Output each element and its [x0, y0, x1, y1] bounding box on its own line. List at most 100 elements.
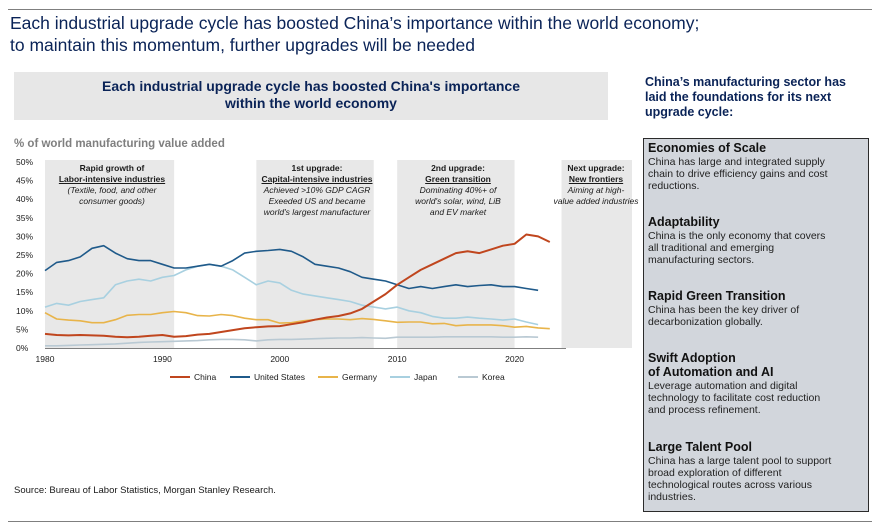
card-desc: Leverage automation and digital technolo…	[648, 380, 863, 416]
top-rule	[8, 9, 872, 10]
y-tick-label: 15%	[16, 287, 33, 297]
phase-desc-line: world's largest manufacturer	[263, 207, 371, 217]
phase-desc-line: and EV market	[429, 207, 487, 217]
y-tick-label: 30%	[16, 231, 33, 241]
series-lines	[44, 233, 551, 347]
x-tick-label: 2010	[388, 354, 407, 364]
y-tick-label: 45%	[16, 176, 33, 186]
chart-title-line-2: within the world economy	[225, 95, 397, 111]
y-tick-label: 50%	[16, 157, 33, 167]
source-note: Source: Bureau of Labor Statistics, Morg…	[14, 485, 276, 496]
sidebar-panel	[643, 138, 869, 512]
series-line-china	[44, 233, 551, 339]
shaded-period-1	[256, 160, 374, 348]
sidebar-heading: China’s manufacturing sector has laid th…	[645, 75, 875, 120]
headline-line-1: Each industrial upgrade cycle has booste…	[10, 13, 700, 33]
chart-legend: China United States Germany Japan Korea	[170, 372, 505, 382]
phase-desc-line: consumer goods)	[79, 196, 145, 206]
phase-desc-line: value added industries	[553, 196, 639, 206]
card-title: Economies of Scale	[648, 141, 863, 155]
shaded-period-0	[45, 160, 175, 348]
y-tick-label: 25%	[16, 250, 33, 260]
phase-annotation-labor: Rapid growth of Labor-intensive industri…	[48, 163, 176, 207]
chart-title-line-1: Each industrial upgrade cycle has booste…	[102, 78, 520, 94]
line-chart: 0% 5% 10% 15% 20% 25% 30% 35% 40% 45% 50% 1980 1990 2…	[16, 157, 632, 382]
shaded-periods	[45, 160, 632, 348]
series-line-japan	[44, 263, 539, 326]
phase-annotation-next: Next upgrade: New frontiers Aiming at hi…	[548, 163, 644, 207]
y-tick-label: 10%	[16, 306, 33, 316]
card-title: Swift Adoption of Automation and AI	[648, 351, 863, 379]
chart-axes: 0% 5% 10% 15% 20% 25% 30% 35% 40% 45% 50% 1980 1990 2…	[16, 157, 566, 364]
phase-title: Next upgrade:	[567, 163, 625, 173]
card-title: Adaptability	[648, 215, 863, 229]
card-title-line: Swift Adoption	[648, 351, 736, 365]
sidebar-heading-line: upgrade cycle:	[645, 105, 734, 119]
phase-title: Rapid growth of	[79, 163, 145, 173]
card-desc-line: and process refinement.	[648, 404, 761, 416]
y-tick-label: 35%	[16, 213, 33, 223]
sidebar-heading-line: laid the foundations for its next	[645, 90, 832, 104]
phase-desc-line: Achieved >10% GDP CAGR	[263, 185, 371, 195]
card-large-talent-pool: Large Talent Pool China has a large tale…	[648, 440, 863, 503]
series-line-united-states	[44, 244, 539, 292]
phase-annotation-green: 2nd upgrade: Green transition Dominating…	[396, 163, 520, 218]
card-title-line: Rapid Green Transition	[648, 289, 786, 303]
card-desc-line: China is the only economy that covers	[648, 230, 826, 242]
card-automation-ai: Swift Adoption of Automation and AI Leve…	[648, 351, 863, 416]
x-tick-label: 1990	[153, 354, 172, 364]
card-desc-line: China has large and integrated supply	[648, 156, 825, 168]
phase-subtitle: New frontiers	[568, 174, 624, 184]
card-desc-line: industries.	[648, 491, 696, 503]
card-desc-line: reductions.	[648, 180, 700, 192]
card-title-line: of Automation and AI	[648, 365, 774, 379]
card-title-line: Adaptability	[648, 215, 720, 229]
card-desc-line: technological routes across various	[648, 479, 813, 491]
bottom-rule	[8, 521, 872, 522]
x-tick-label: 2020	[505, 354, 524, 364]
phase-subtitle: Labor-intensive industries	[58, 174, 166, 184]
series-line-korea	[45, 336, 539, 347]
y-tick-label: 20%	[16, 269, 33, 279]
shaded-period-3	[561, 160, 632, 348]
y-tick-label: 40%	[16, 194, 33, 204]
y-tick-label: 5%	[16, 324, 29, 334]
phase-desc-line: Aiming at high-	[567, 185, 625, 195]
headline-line-2: to maintain this momentum, further upgra…	[10, 35, 475, 55]
legend-label: Germany	[342, 372, 378, 382]
phase-subtitle: Green transition	[425, 174, 491, 184]
chart-title: Each industrial upgrade cycle has booste…	[14, 78, 608, 112]
legend-label: China	[194, 372, 216, 382]
card-rapid-green-transition: Rapid Green Transition China has been th…	[648, 289, 863, 328]
card-desc-line: technology to facilitate cost reduction	[648, 392, 821, 404]
card-title-line: Large Talent Pool	[648, 440, 752, 454]
chart-title-banner	[14, 72, 608, 120]
phase-subtitle: Capital-intensive industries	[261, 174, 373, 184]
sidebar-heading-line: China’s manufacturing sector has	[645, 75, 846, 89]
card-desc-line: Leverage automation and digital	[648, 380, 798, 392]
legend-label: Korea	[482, 372, 505, 382]
legend-label: Japan	[414, 372, 437, 382]
phase-title: 1st upgrade:	[291, 163, 343, 173]
phase-desc-line: Exeeded US and became	[268, 196, 366, 206]
card-desc-line: decarbonization globally.	[648, 316, 763, 328]
phase-annotation-capital: 1st upgrade: Capital-intensive industrie…	[255, 163, 379, 218]
phase-desc-line: (Textile, food, and other	[67, 185, 157, 195]
card-title: Large Talent Pool	[648, 440, 863, 454]
card-desc: China is the only economy that covers al…	[648, 230, 863, 266]
y-tick-label: 0%	[16, 343, 29, 353]
card-desc: China has been the key driver of decarbo…	[648, 304, 863, 328]
card-desc-line: chain to drive efficiency gains and cost	[648, 168, 828, 180]
card-desc-line: all traditional and emerging	[648, 242, 775, 254]
y-axis-label: % of world manufacturing value added	[14, 138, 225, 150]
card-desc-line: broad exploration of different	[648, 467, 782, 479]
card-title: Rapid Green Transition	[648, 289, 863, 303]
card-title-line: Economies of Scale	[648, 141, 767, 155]
card-desc-line: China has been the key driver of	[648, 304, 800, 316]
phase-title: 2nd upgrade:	[431, 163, 485, 173]
phase-desc-line: world's solar, wind, LiB	[415, 196, 501, 206]
x-tick-label: 1980	[36, 354, 55, 364]
card-economies-of-scale: Economies of Scale China has large and i…	[648, 141, 863, 192]
card-desc-line: China has a large talent pool to support	[648, 455, 832, 467]
card-adaptability: Adaptability China is the only economy t…	[648, 215, 863, 266]
